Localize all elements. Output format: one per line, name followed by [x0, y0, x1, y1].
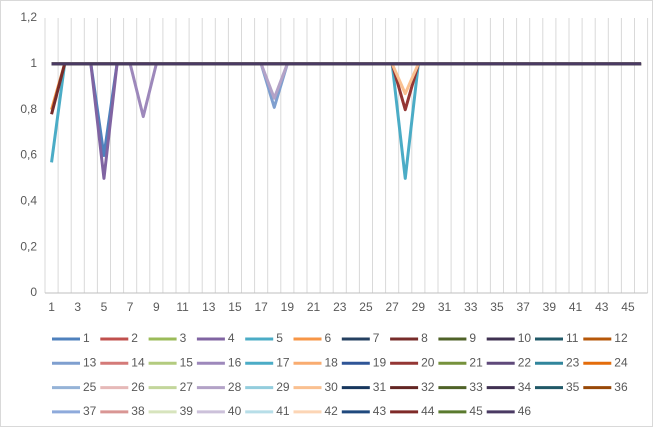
- legend-label: 23: [566, 355, 580, 369]
- y-tick-label: 0: [30, 285, 37, 299]
- x-tick-label: 29: [412, 300, 426, 314]
- y-tick-label: 0,8: [20, 102, 37, 116]
- x-tick-label: 5: [101, 300, 108, 314]
- legend-label: 38: [131, 404, 145, 418]
- x-tick-label: 13: [202, 300, 216, 314]
- legend-label: 41: [276, 404, 290, 418]
- legend-label: 9: [469, 331, 476, 345]
- legend-label: 44: [421, 404, 435, 418]
- legend-label: 15: [180, 355, 194, 369]
- legend-label: 6: [325, 331, 332, 345]
- legend-label: 34: [518, 380, 532, 394]
- y-tick-label: 1,2: [20, 10, 37, 24]
- y-tick-label: 0,6: [20, 148, 37, 162]
- legend-label: 45: [469, 404, 483, 418]
- legend-label: 8: [421, 331, 428, 345]
- legend-label: 39: [180, 404, 194, 418]
- x-tick-label: 19: [281, 300, 295, 314]
- x-tick-label: 37: [516, 300, 530, 314]
- legend-label: 46: [518, 404, 532, 418]
- legend-label: 26: [131, 380, 145, 394]
- legend-label: 1: [83, 331, 90, 345]
- legend-label: 32: [421, 380, 435, 394]
- x-tick-label: 39: [543, 300, 557, 314]
- legend-label: 5: [276, 331, 283, 345]
- legend-label: 11: [566, 331, 579, 345]
- x-tick-label: 9: [153, 300, 160, 314]
- x-tick-label: 17: [254, 300, 268, 314]
- x-tick-label: 15: [228, 300, 242, 314]
- legend-label: 16: [228, 355, 242, 369]
- y-tick-label: 0,2: [20, 239, 37, 253]
- legend-label: 10: [518, 331, 532, 345]
- x-tick-label: 1: [48, 300, 55, 314]
- legend-label: 36: [614, 380, 628, 394]
- legend-label: 43: [373, 404, 387, 418]
- x-tick-label: 3: [74, 300, 81, 314]
- x-tick-label: 27: [385, 300, 399, 314]
- legend-label: 25: [83, 380, 97, 394]
- legend-label: 35: [566, 380, 580, 394]
- y-tick-label: 0,4: [20, 194, 37, 208]
- x-tick-label: 11: [176, 300, 189, 314]
- legend-label: 18: [325, 355, 339, 369]
- legend-label: 13: [83, 355, 97, 369]
- legend-label: 2: [131, 331, 138, 345]
- legend-label: 21: [469, 355, 483, 369]
- legend-label: 29: [276, 380, 290, 394]
- legend-label: 31: [373, 380, 387, 394]
- legend-label: 19: [373, 355, 387, 369]
- legend-label: 37: [83, 404, 97, 418]
- x-tick-label: 31: [438, 300, 452, 314]
- legend-label: 7: [373, 331, 380, 345]
- x-tick-label: 21: [307, 300, 321, 314]
- legend-label: 30: [325, 380, 339, 394]
- legend-label: 28: [228, 380, 242, 394]
- legend-label: 20: [421, 355, 435, 369]
- legend-label: 24: [614, 355, 628, 369]
- y-tick-label: 1: [30, 56, 37, 70]
- x-tick-label: 45: [621, 300, 635, 314]
- x-tick-label: 33: [464, 300, 478, 314]
- legend-label: 3: [180, 331, 187, 345]
- legend-label: 40: [228, 404, 242, 418]
- x-tick-label: 41: [569, 300, 583, 314]
- legend-label: 12: [614, 331, 628, 345]
- legend-label: 42: [325, 404, 339, 418]
- legend-label: 27: [180, 380, 194, 394]
- x-tick-label: 25: [359, 300, 373, 314]
- legend-label: 22: [518, 355, 532, 369]
- legend-label: 14: [131, 355, 145, 369]
- legend-label: 4: [228, 331, 235, 345]
- x-tick-label: 43: [595, 300, 609, 314]
- x-tick-label: 35: [490, 300, 504, 314]
- x-tick-label: 7: [127, 300, 134, 314]
- legend-label: 17: [276, 355, 290, 369]
- x-tick-label: 23: [333, 300, 347, 314]
- legend-label: 33: [469, 380, 483, 394]
